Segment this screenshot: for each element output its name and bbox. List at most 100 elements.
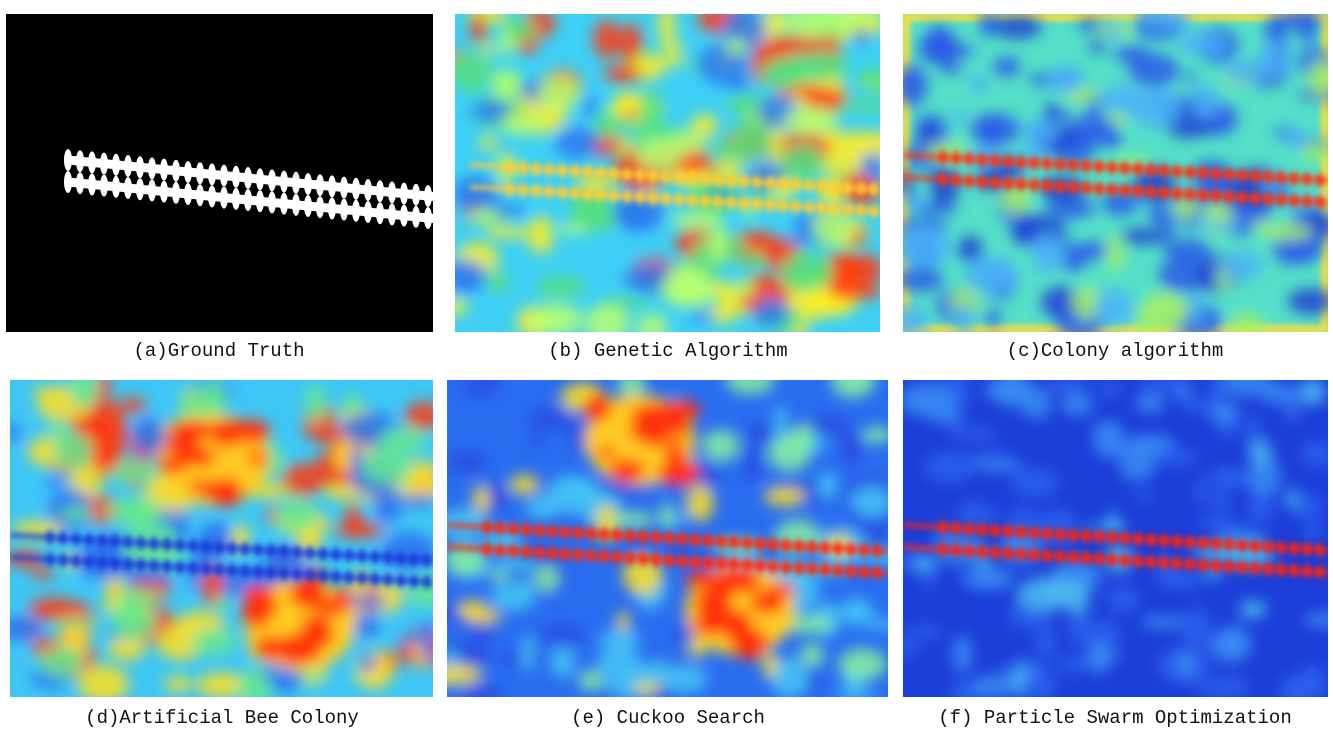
response-dot: [766, 198, 774, 212]
insulator-disc: [352, 200, 360, 222]
response-dot: [740, 196, 748, 210]
response-dot: [1186, 165, 1194, 179]
response-dot: [1303, 542, 1311, 556]
heat-blob: [1057, 655, 1091, 673]
hot-blob: [247, 452, 268, 465]
heat-blob: [1112, 157, 1149, 167]
response-dot: [952, 543, 960, 557]
response-dot: [1251, 169, 1259, 183]
response-dot: [532, 162, 540, 176]
hot-blob: [298, 628, 324, 646]
response-dot: [1134, 532, 1142, 546]
response-dot: [1277, 541, 1285, 555]
heat-blob: [594, 20, 621, 58]
response-dot: [306, 546, 314, 560]
response-dot: [792, 178, 800, 192]
response-dot: [1212, 167, 1220, 181]
response-dot: [808, 540, 816, 554]
response-dot: [740, 174, 748, 188]
response-dot: [215, 541, 223, 555]
heat-blob: [762, 652, 778, 678]
heat-blob: [275, 498, 318, 532]
heat-blob: [1000, 183, 1031, 215]
page: (a)Ground Truth (b) Genetic Algorithm (c…: [0, 0, 1333, 736]
heat-blob: [108, 462, 158, 484]
response-dot: [293, 567, 301, 581]
response-dot: [228, 541, 236, 555]
response-dot: [991, 154, 999, 168]
response-dot: [1004, 154, 1012, 168]
heat-blob: [1091, 38, 1105, 54]
response-dot: [1069, 550, 1077, 564]
response-dot: [410, 552, 418, 566]
response-dot: [587, 527, 595, 541]
caption: (f) Particle Swarm Optimization: [938, 707, 1291, 729]
response-dot: [1316, 543, 1324, 557]
response-dot: [965, 174, 973, 188]
response-dot: [1069, 528, 1077, 542]
hot-blob: [598, 446, 616, 458]
caption: (e) Cuckoo Search: [571, 707, 765, 729]
response-dot: [1147, 163, 1155, 177]
heat-blob: [841, 431, 865, 461]
response-dot: [1108, 553, 1116, 567]
insulator-disc: [208, 185, 216, 207]
response-dot: [753, 197, 761, 211]
heat-blob: [708, 224, 727, 262]
heat-blob: [374, 488, 403, 523]
response-dot: [1030, 178, 1038, 192]
hot-blob: [162, 441, 198, 455]
response-dot: [662, 192, 670, 206]
heat-blob: [346, 501, 359, 536]
heat-blob: [913, 558, 936, 572]
heat-blob: [1199, 221, 1243, 231]
heat-blob: [1061, 393, 1094, 416]
heat-blob: [39, 646, 85, 679]
response-dot: [202, 562, 210, 576]
insulator-disc: [364, 179, 372, 201]
heat-blob: [783, 107, 839, 134]
heat-blob: [485, 271, 509, 291]
heat-blob: [616, 612, 630, 631]
heat-blob: [461, 379, 492, 397]
response-dot: [766, 176, 774, 190]
heat-blob: [861, 152, 885, 179]
response-dot: [805, 200, 813, 214]
heat-blob: [1128, 54, 1179, 87]
heat-blob: [633, 682, 661, 694]
heat-blob: [435, 259, 487, 294]
heat-blob: [974, 462, 1025, 472]
response-dot: [1238, 190, 1246, 204]
response-dot: [163, 537, 171, 551]
response-dot: [59, 553, 67, 567]
insulator-disc: [244, 167, 252, 189]
response-dot: [857, 181, 865, 195]
heat-blob: [116, 590, 162, 603]
insulator-disc: [220, 187, 228, 209]
hot-blob: [657, 464, 675, 484]
response-dot: [1238, 560, 1246, 574]
insulator-disc: [124, 155, 132, 177]
figure: (a)Ground Truth (b) Genetic Algorithm (c…: [0, 0, 1333, 736]
heat-blob: [985, 309, 1001, 327]
response-dot: [818, 201, 826, 215]
insulator-disc: [352, 178, 360, 200]
heat-blob: [405, 402, 444, 430]
panel-image: [435, 2, 898, 344]
response-dot: [675, 193, 683, 207]
insulator-disc: [256, 190, 264, 212]
heat-blob: [905, 625, 942, 639]
heat-blob: [238, 669, 272, 709]
response-dot: [1290, 193, 1298, 207]
response-dot: [636, 190, 644, 204]
heat-blob: [1191, 84, 1219, 120]
insulator-disc: [196, 162, 204, 184]
heat-blob: [500, 29, 515, 56]
response-dot: [1056, 179, 1064, 193]
response-dot: [730, 535, 738, 549]
response-dot: [636, 168, 644, 182]
heat-blob: [620, 23, 642, 63]
response-dot: [1160, 164, 1168, 178]
insulator-disc: [340, 177, 348, 199]
insulator-disc: [172, 182, 180, 204]
